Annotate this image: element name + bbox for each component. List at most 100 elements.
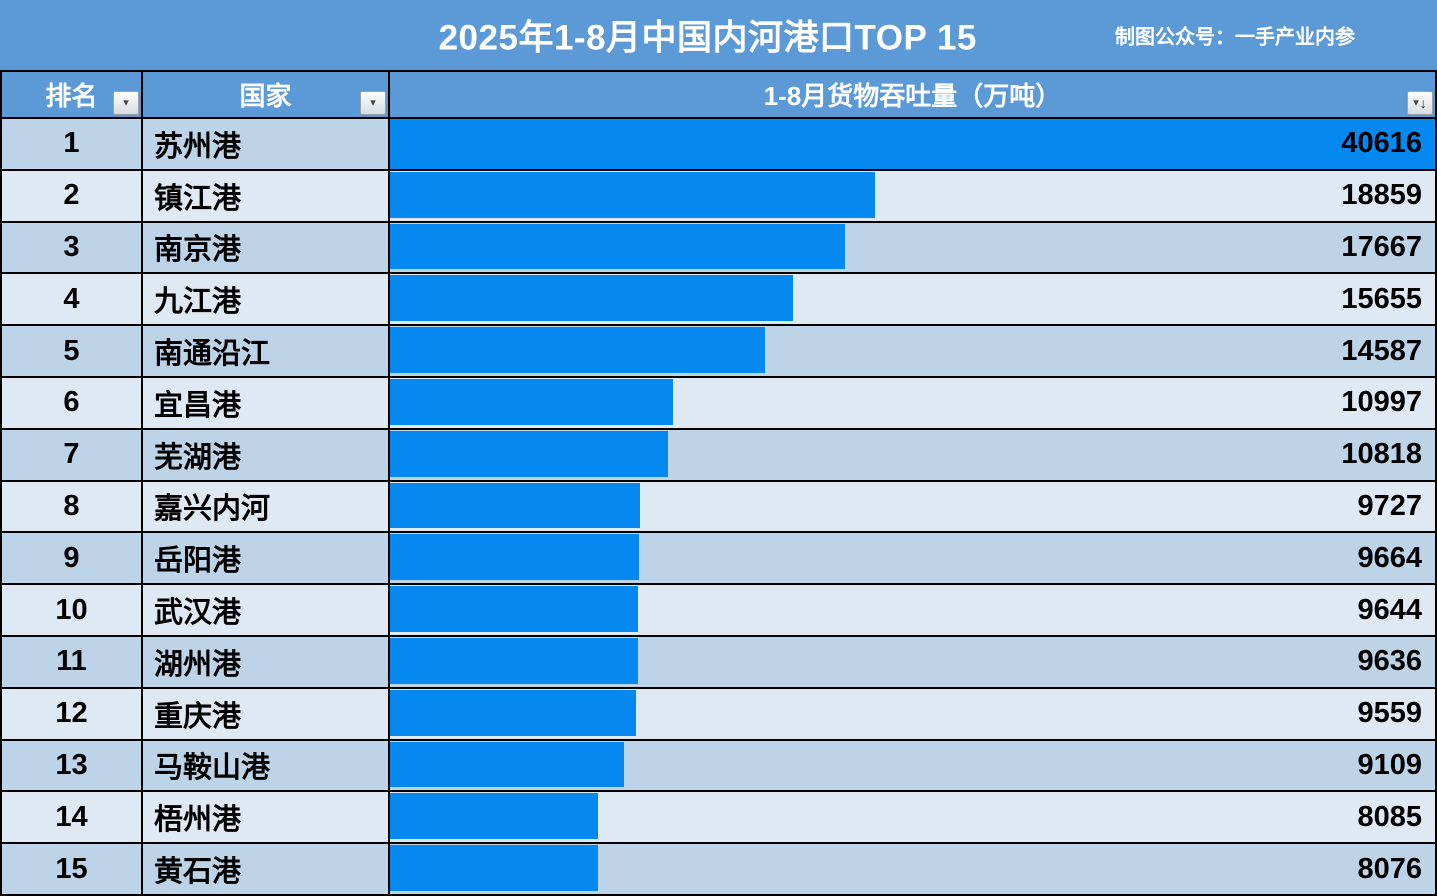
name-filter-button[interactable]: ▾ [360,91,386,115]
value-label: 9636 [1357,645,1422,678]
port-name-cell[interactable]: 梧州港 [143,792,390,843]
port-name-cell[interactable]: 嘉兴内河 [143,481,390,532]
value-cell[interactable]: 9109 [390,740,1437,791]
table-row: 2 镇江港 18859 [0,170,1437,223]
table-row: 13 马鞍山港 9109 [0,740,1437,793]
value-column-label: 1-8月货物吞吐量（万吨） [763,81,1062,111]
value-label: 10818 [1341,438,1422,471]
table-row: 10 武汉港 9644 [0,585,1437,637]
value-cell[interactable]: 15655 [390,274,1437,325]
sort-descending-icon: ↓ [1419,95,1427,111]
header-cell-rank[interactable]: 排名 ▾ [2,72,143,117]
value-bar [390,637,638,684]
port-name-cell[interactable]: 黄石港 [143,844,390,894]
rank-cell[interactable]: 7 [2,429,143,480]
value-bar [390,845,598,891]
value-label: 8085 [1357,800,1422,833]
value-label: 18859 [1341,179,1422,212]
page-title: 2025年1-8月中国内河港口TOP 15 [438,18,977,58]
rank-cell[interactable]: 14 [2,792,143,843]
table-row: 8 嘉兴内河 9727 [0,481,1437,534]
port-name-cell[interactable]: 马鞍山港 [143,740,390,791]
port-name-cell[interactable]: 武汉港 [143,585,390,635]
value-label: 9664 [1357,541,1422,574]
value-label: 15655 [1341,282,1422,315]
value-cell[interactable]: 9559 [390,688,1437,739]
value-label: 10997 [1341,386,1422,419]
rank-cell[interactable]: 11 [2,636,143,687]
value-cell[interactable]: 17667 [390,222,1437,273]
port-name-cell[interactable]: 九江港 [143,274,390,325]
rank-cell[interactable]: 8 [2,481,143,532]
value-cell[interactable]: 8076 [390,844,1437,894]
value-bar [390,741,625,788]
filter-dropdown-icon: ▾ [370,96,376,109]
rank-cell[interactable]: 13 [2,740,143,791]
rank-column-label: 排名 [45,81,98,111]
value-cell[interactable]: 40616 [390,119,1437,169]
table-row: 9 岳阳港 9664 [0,533,1437,586]
rank-cell[interactable]: 15 [2,844,143,894]
port-name-cell[interactable]: 镇江港 [143,170,390,221]
value-cell[interactable]: 9727 [390,481,1437,532]
table-body: 1 苏州港 40616 2 镇江港 18859 3 南京港 17667 [0,119,1437,896]
header-cell-value[interactable]: 1-8月货物吞吐量（万吨） ▾ ↓ [390,72,1437,117]
value-bar [390,793,599,840]
credit-text: 制图公众号：一手产业内参 [1115,26,1355,49]
value-cell[interactable]: 9664 [390,533,1437,584]
value-label: 8076 [1357,852,1422,885]
value-bar [390,327,766,373]
table-row: 6 宜昌港 10997 [0,377,1437,430]
rank-cell[interactable]: 1 [2,119,143,169]
value-bar [390,586,639,632]
rank-cell[interactable]: 10 [2,585,143,635]
rank-cell[interactable]: 6 [2,377,143,428]
port-name-cell[interactable]: 宜昌港 [143,377,390,428]
value-bar [390,482,641,529]
table-row: 7 芜湖港 10818 [0,429,1437,482]
value-bar [390,119,1435,169]
table-row: 4 九江港 15655 [0,274,1437,327]
table-row: 14 梧州港 8085 [0,792,1437,845]
value-cell[interactable]: 14587 [390,326,1437,376]
value-bar [390,534,639,581]
rank-filter-button[interactable]: ▾ [113,91,139,115]
value-label: 9109 [1357,748,1422,781]
table-row: 15 黄石港 8076 [0,844,1437,896]
value-bar [390,430,669,477]
port-name-cell[interactable]: 南京港 [143,222,390,273]
table-row: 12 重庆港 9559 [0,688,1437,741]
port-name-cell[interactable]: 岳阳港 [143,533,390,584]
table-row: 1 苏州港 40616 [0,119,1437,171]
value-cell[interactable]: 9644 [390,585,1437,635]
rank-cell[interactable]: 9 [2,533,143,584]
rank-cell[interactable]: 2 [2,170,143,221]
title-banner: 2025年1-8月中国内河港口TOP 15 制图公众号：一手产业内参 [0,0,1437,72]
value-cell[interactable]: 9636 [390,636,1437,687]
table-row: 3 南京港 17667 [0,222,1437,275]
rank-cell[interactable]: 3 [2,222,143,273]
value-label: 9644 [1357,593,1422,626]
value-cell[interactable]: 10997 [390,377,1437,428]
port-name-cell[interactable]: 苏州港 [143,119,390,169]
value-cell[interactable]: 8085 [390,792,1437,843]
value-label: 9727 [1357,489,1422,522]
port-name-cell[interactable]: 南通沿江 [143,326,390,376]
value-bar [390,275,793,322]
table-header-row: 排名 ▾ 国家 ▾ 1-8月货物吞吐量（万吨） ▾ ↓ [0,72,1437,119]
port-name-cell[interactable]: 芜湖港 [143,429,390,480]
value-label: 9559 [1357,697,1422,730]
value-cell[interactable]: 18859 [390,170,1437,221]
filter-dropdown-icon: ▾ [1413,96,1419,109]
value-bar [390,171,876,218]
rank-cell[interactable]: 4 [2,274,143,325]
rank-cell[interactable]: 12 [2,688,143,739]
value-bar [390,689,636,736]
value-filter-sort-button[interactable]: ▾ ↓ [1407,91,1433,115]
header-cell-name[interactable]: 国家 ▾ [143,72,390,117]
value-cell[interactable]: 10818 [390,429,1437,480]
port-name-cell[interactable]: 湖州港 [143,636,390,687]
port-name-cell[interactable]: 重庆港 [143,688,390,739]
rank-cell[interactable]: 5 [2,326,143,376]
